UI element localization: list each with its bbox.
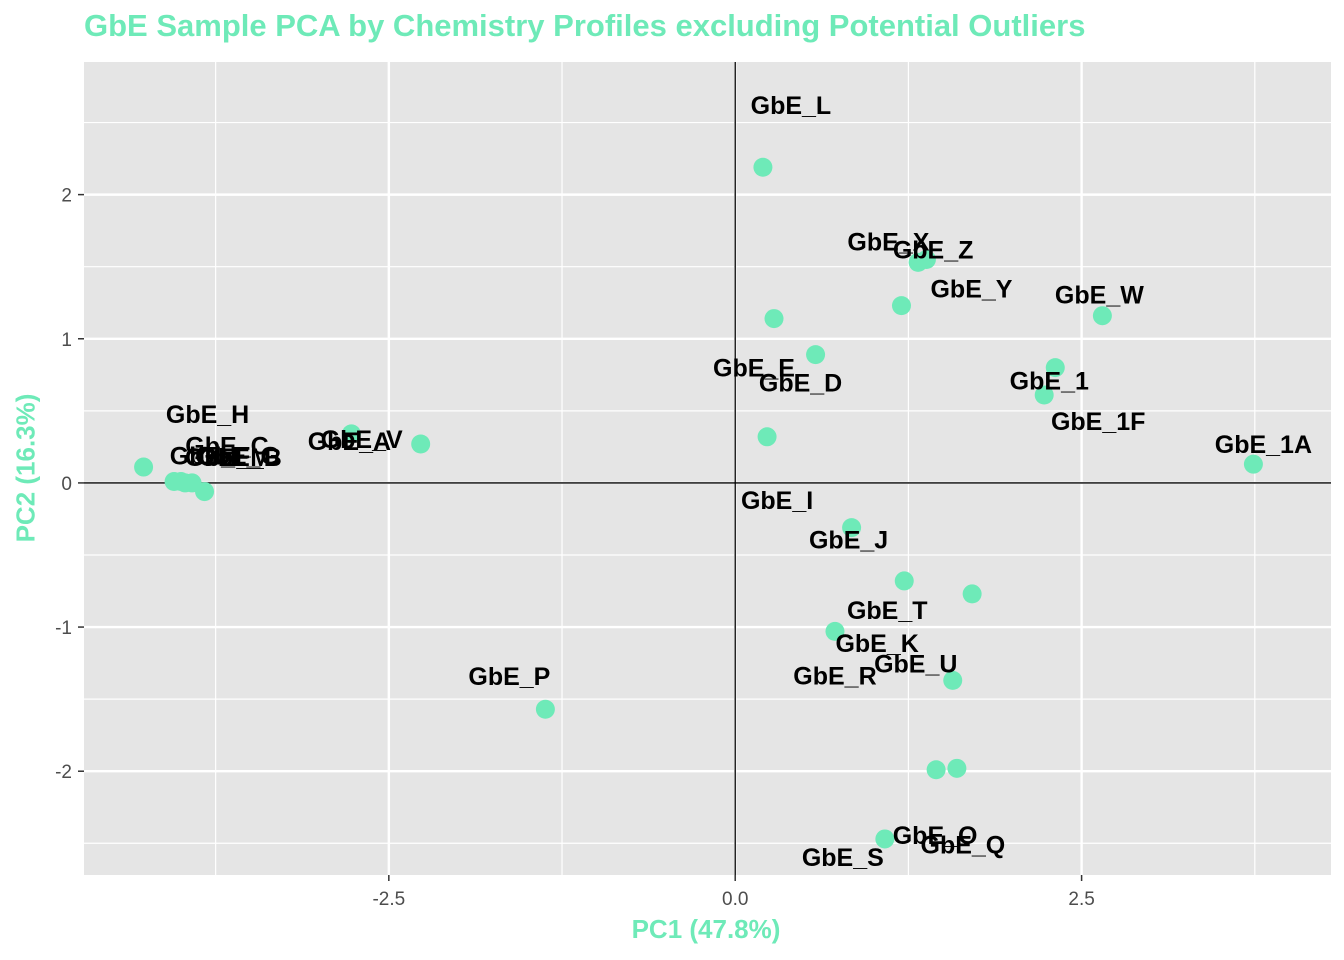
point-label: GbE_B: [198, 444, 281, 472]
data-point: [341, 424, 361, 444]
point-label: GbE_D: [759, 370, 842, 398]
data-point: [1243, 454, 1263, 474]
data-point: [842, 518, 862, 538]
point-label: GbE_O: [893, 822, 978, 850]
data-point: [1092, 306, 1112, 326]
data-point: [875, 829, 895, 849]
point-label: GbE_R: [793, 662, 876, 690]
point-label: GbE_1A: [1215, 431, 1312, 459]
chart-title: GbE Sample PCA by Chemistry Profiles exc…: [84, 8, 1086, 43]
point-label: GbE_S: [802, 844, 884, 872]
point-label: GbE_F: [170, 442, 251, 470]
data-point: [195, 482, 215, 502]
point-label: GbE_L: [751, 92, 832, 120]
point-label: GbE_V: [321, 426, 403, 454]
data-point: [411, 434, 431, 454]
point-label: GbE_X: [847, 228, 929, 256]
point-label: GbE_I: [741, 487, 813, 515]
x-tick-label: -2.5: [372, 889, 405, 910]
y-tick-label: -2: [55, 762, 72, 783]
data-point: [134, 457, 154, 477]
point-label: GbE_H: [166, 401, 249, 429]
data-point: [894, 571, 914, 591]
x-tick-label: 0.0: [722, 889, 748, 910]
point-label: GbE_G: [195, 443, 280, 471]
point-label: GbE_T: [847, 597, 928, 625]
point-label: GbE_U: [874, 650, 957, 678]
point-label: GbE_W: [1055, 282, 1144, 310]
data-point: [753, 157, 773, 177]
y-tick-label: 2: [61, 186, 72, 207]
data-point: [757, 427, 777, 447]
point-label: GbE_Q: [921, 831, 1006, 859]
y-axis-title: PC2 (16.3%): [10, 393, 41, 543]
point-label: GbE_A: [308, 428, 391, 456]
point-label: GbE_1F: [1051, 408, 1145, 436]
data-point: [1045, 358, 1065, 378]
point-label: GbE_Z: [893, 236, 974, 264]
data-point: [891, 296, 911, 316]
data-point: [926, 760, 946, 780]
point-label: GbE_K: [835, 630, 918, 658]
y-tick-label: 1: [61, 330, 72, 351]
data-point: [806, 345, 826, 365]
data-point: [908, 252, 928, 272]
data-point: [962, 584, 982, 604]
data-point: [764, 309, 784, 329]
x-axis-title: PC1 (47.8%): [631, 914, 781, 944]
data-point: [943, 670, 963, 690]
y-tick-label: 0: [61, 474, 72, 495]
point-label: GbE_Y: [930, 276, 1012, 304]
point-label: GbE_1: [1010, 368, 1089, 396]
plot-panel: [84, 62, 1331, 875]
data-point: [947, 758, 967, 778]
point-label: GbE_E: [713, 355, 795, 383]
data-point: [1034, 385, 1054, 405]
point-label: GbE_J: [809, 527, 888, 555]
data-point: [535, 699, 555, 719]
x-tick-label: 2.5: [1068, 889, 1094, 910]
point-label: GbE_C: [185, 432, 268, 460]
y-tick-label: -1: [55, 618, 72, 639]
point-label: GbE_M: [185, 444, 271, 472]
point-label: GbE_P: [468, 663, 550, 691]
data-point: [825, 621, 845, 641]
